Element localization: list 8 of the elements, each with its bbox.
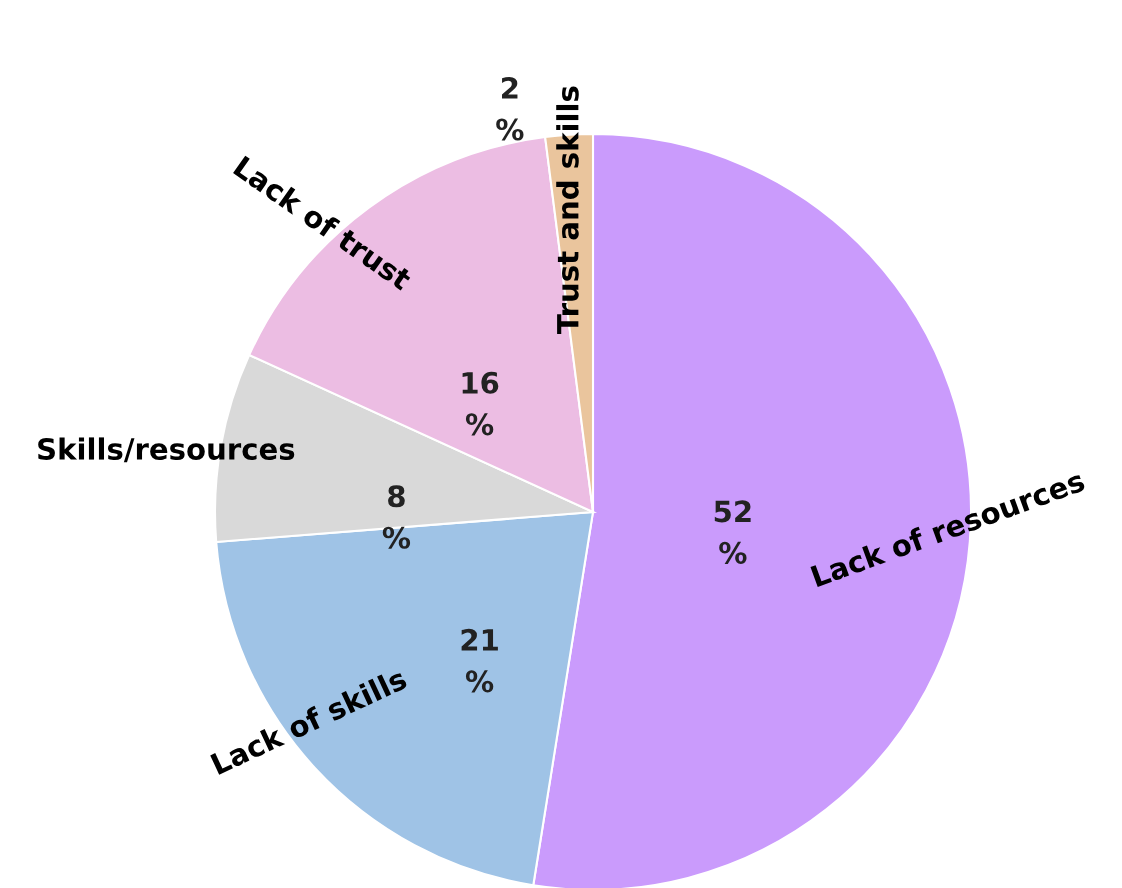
- slice-label: Lack of skills: [209, 666, 408, 776]
- data-label: 21 %: [461, 628, 498, 693]
- data-label: 2 %: [496, 76, 524, 141]
- slice-label: Trust and skills: [556, 86, 579, 334]
- slice-label: Skills/resources: [38, 437, 295, 463]
- data-label: 16 %: [462, 371, 499, 436]
- data-label: 52 %: [714, 500, 751, 564]
- data-label: 8 %: [382, 485, 411, 549]
